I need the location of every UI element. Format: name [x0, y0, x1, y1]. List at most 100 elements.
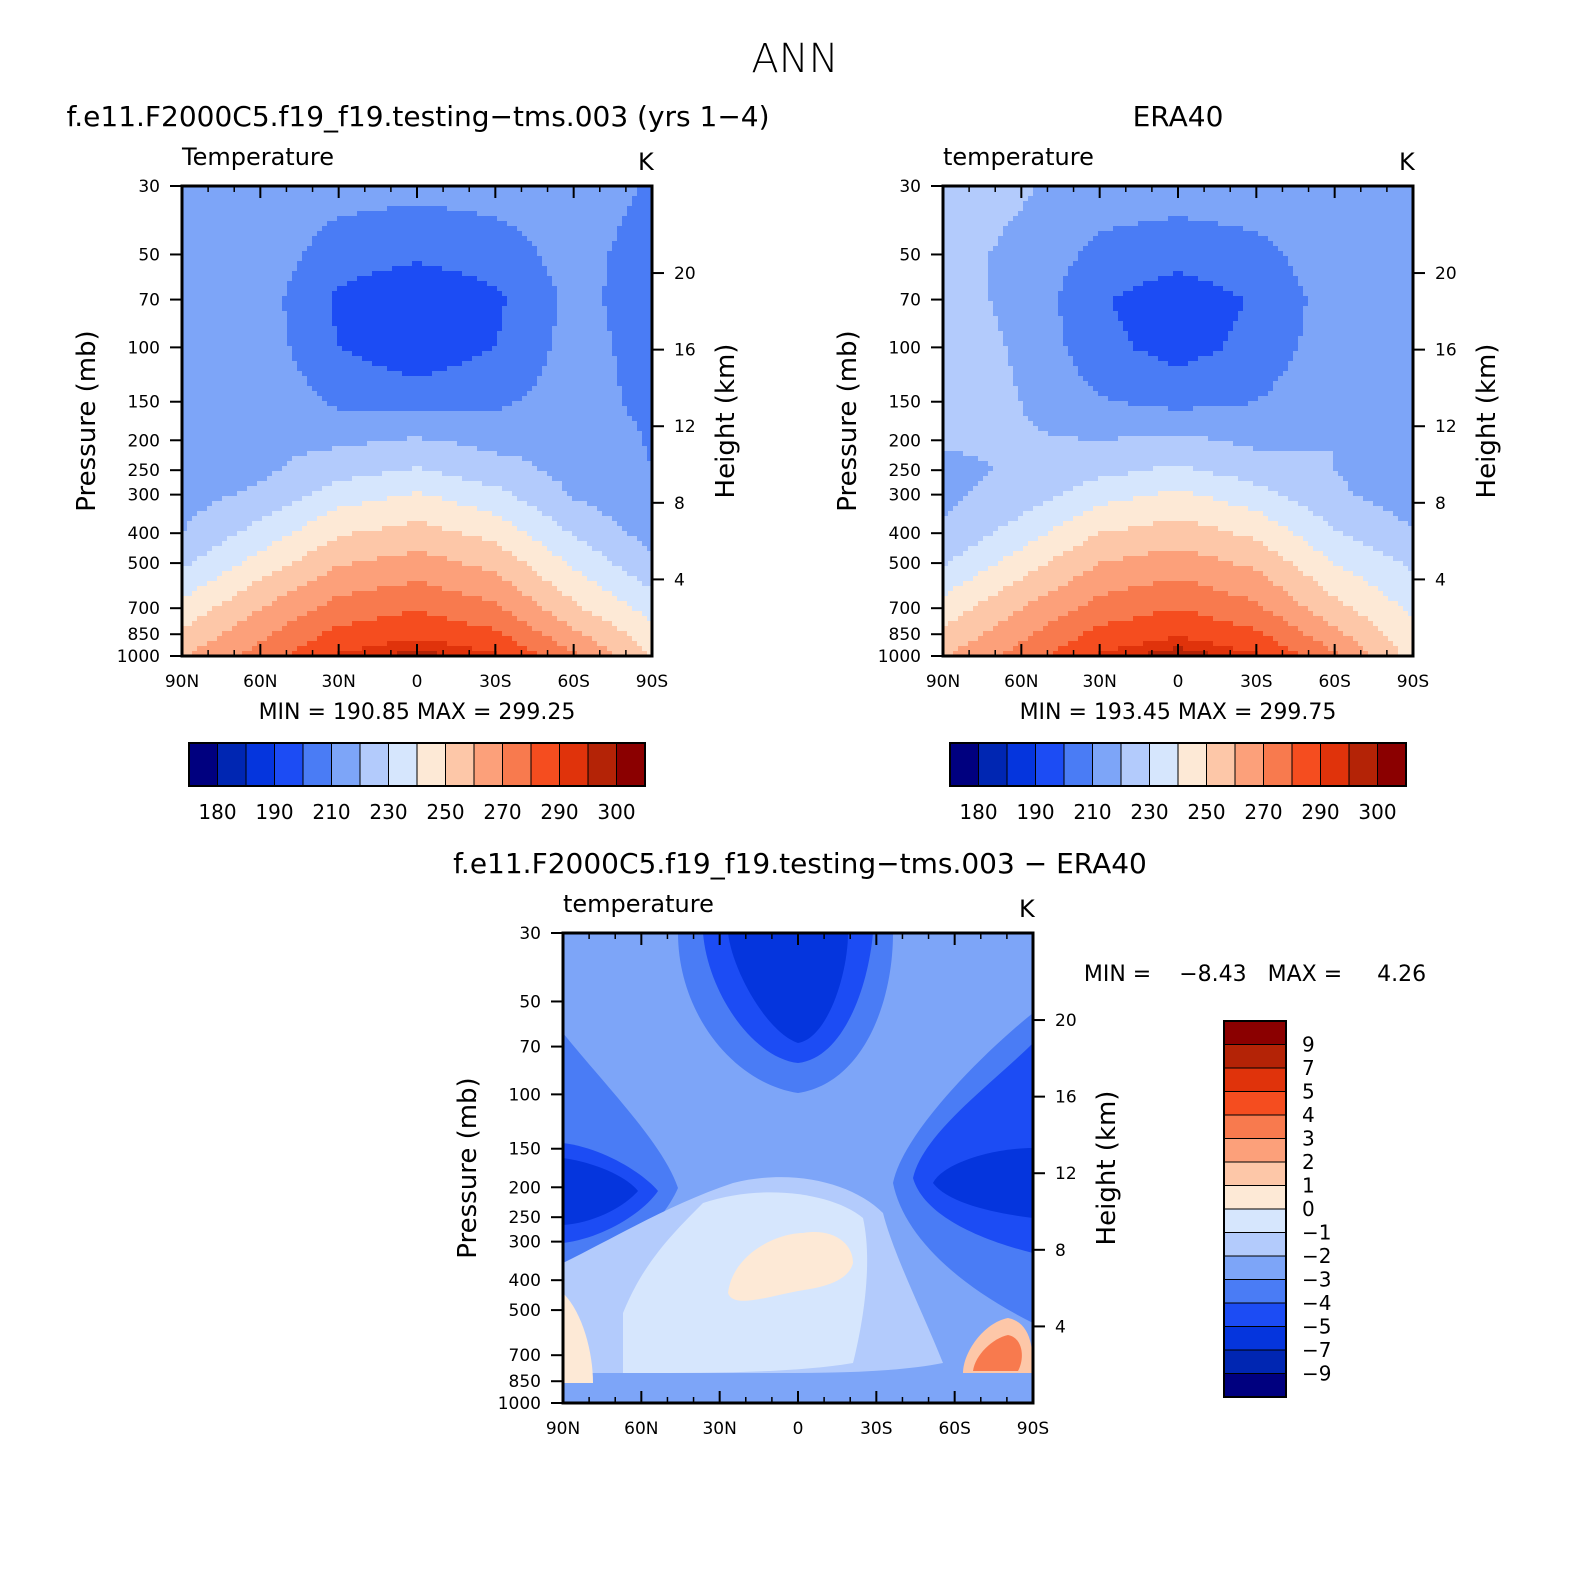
field-cell [477, 261, 483, 267]
field-cell [497, 286, 503, 292]
field-cell [302, 401, 308, 407]
field-cell [597, 446, 603, 452]
field-cell [622, 311, 628, 317]
field-cell [297, 431, 303, 437]
field-cell [262, 306, 268, 312]
field-cell [242, 241, 248, 247]
field-cell [572, 186, 578, 192]
field-cell [567, 361, 573, 367]
field-cell [352, 286, 358, 292]
field-cell [572, 436, 578, 442]
field-cell [632, 241, 638, 247]
field-cell [642, 211, 648, 217]
field-cell [292, 301, 298, 307]
field-cell [387, 286, 393, 292]
field-cell [627, 356, 633, 362]
field-cell [287, 416, 293, 422]
field-cell [552, 201, 558, 207]
field-cell [547, 196, 553, 202]
field-cell [192, 391, 198, 397]
field-cell [447, 231, 453, 237]
field-cell [257, 426, 263, 432]
field-cell [362, 256, 368, 262]
field-cell [467, 226, 473, 232]
field-cell [197, 376, 203, 382]
field-cell [212, 406, 218, 412]
field-cell [422, 216, 428, 222]
field-cell [452, 331, 458, 337]
field-cell [582, 256, 588, 262]
field-cell [332, 336, 338, 342]
field-cell [252, 416, 258, 422]
field-cell [277, 301, 283, 307]
field-cell [617, 391, 623, 397]
field-cell [352, 411, 358, 417]
field-cell [337, 431, 343, 437]
field-cell [377, 396, 383, 402]
field-cell [212, 211, 218, 217]
field-cell [387, 206, 393, 212]
field-cell [532, 311, 538, 317]
field-cell [642, 336, 648, 342]
field-cell [202, 406, 208, 412]
field-cell [642, 411, 648, 417]
field-cell [212, 356, 218, 362]
field-cell [437, 361, 443, 367]
field-cell [462, 301, 468, 307]
field-cell [242, 276, 248, 282]
field-cell [477, 186, 483, 192]
field-cell [617, 446, 623, 452]
field-cell [307, 351, 313, 357]
field-cell [502, 406, 508, 412]
field-cell [287, 201, 293, 207]
field-cell [522, 196, 528, 202]
field-cell [497, 426, 503, 432]
field-cell [327, 281, 333, 287]
field-cell [312, 441, 318, 447]
field-cell [367, 396, 373, 402]
field-cell [317, 276, 323, 282]
field-cell [202, 261, 208, 267]
field-cell [272, 401, 278, 407]
field-cell [442, 256, 448, 262]
field-cell [412, 211, 418, 217]
field-cell [397, 231, 403, 237]
field-cell [447, 436, 453, 442]
field-cell [627, 251, 633, 257]
field-cell [497, 416, 503, 422]
field-cell [602, 246, 608, 252]
field-cell [327, 251, 333, 257]
field-cell [337, 226, 343, 232]
field-cell [567, 256, 573, 262]
field-cell [292, 381, 298, 387]
field-cell [352, 341, 358, 347]
field-cell [452, 251, 458, 257]
field-cell [402, 301, 408, 307]
field-cell [527, 296, 533, 302]
field-cell [562, 381, 568, 387]
field-cell [402, 426, 408, 432]
field-cell [262, 266, 268, 272]
field-cell [492, 301, 498, 307]
field-cell [307, 371, 313, 377]
field-cell [592, 236, 598, 242]
field-cell [617, 271, 623, 277]
field-cell [187, 291, 193, 297]
field-cell [202, 411, 208, 417]
field-cell [602, 321, 608, 327]
field-cell [457, 211, 463, 217]
field-cell [562, 351, 568, 357]
field-cell [437, 201, 443, 207]
field-cell [512, 311, 518, 317]
field-cell [612, 316, 618, 322]
field-cell [412, 386, 418, 392]
field-cell [197, 286, 203, 292]
field-cell [202, 431, 208, 437]
field-cell [637, 316, 643, 322]
field-cell [412, 376, 418, 382]
field-cell [482, 316, 488, 322]
field-cell [612, 271, 618, 277]
field-cell [492, 266, 498, 272]
field-cell [247, 436, 253, 442]
field-cell [512, 441, 518, 447]
